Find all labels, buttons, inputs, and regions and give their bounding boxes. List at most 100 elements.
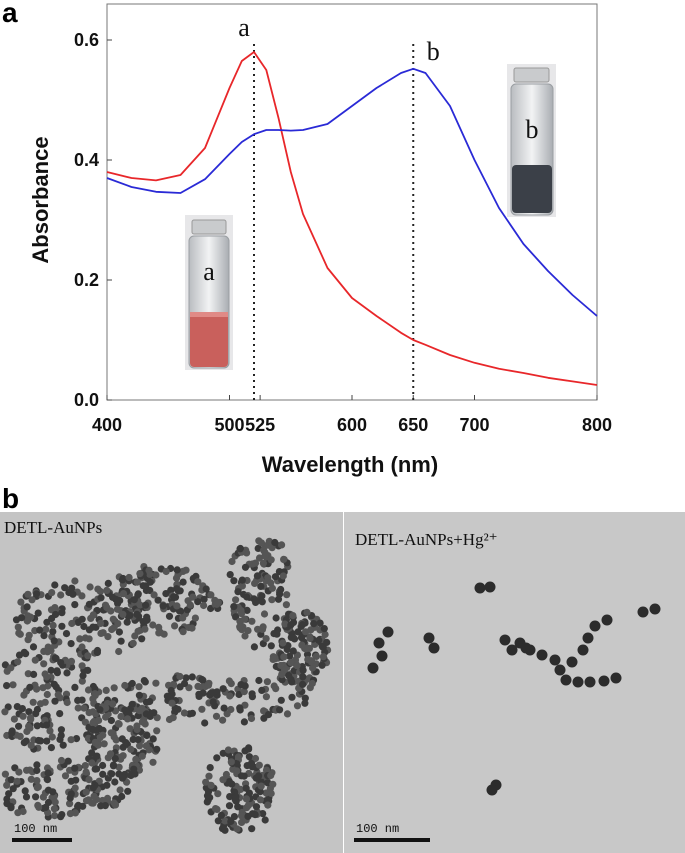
particle: [126, 611, 134, 620]
x-tick-label: 600: [337, 415, 367, 435]
particle: [71, 764, 79, 772]
particle: [267, 789, 275, 798]
particle: [58, 622, 66, 630]
particle: [267, 579, 275, 587]
particle: [278, 671, 286, 679]
particle: [71, 683, 79, 692]
particle: [261, 548, 269, 557]
particle: [79, 672, 87, 680]
particle: [7, 664, 15, 672]
particle: [308, 679, 316, 688]
particle: [57, 756, 66, 765]
particle: [280, 555, 288, 564]
particle: [227, 758, 235, 766]
particle: [53, 669, 62, 677]
particle: [323, 638, 331, 647]
particle: [51, 654, 60, 662]
particle: [115, 628, 123, 636]
particle: [301, 699, 309, 707]
particle: [141, 678, 149, 686]
x-tick-label: 700: [459, 415, 489, 435]
particle: [81, 762, 89, 770]
particle: [129, 735, 137, 744]
particle: [258, 625, 267, 634]
particle: [269, 780, 277, 788]
particle: [235, 690, 243, 699]
particle: [293, 702, 302, 710]
particle: [56, 710, 64, 718]
particle: [577, 644, 589, 656]
particle: [219, 716, 227, 724]
particle: [263, 678, 271, 686]
particle: [202, 585, 210, 593]
particle: [109, 700, 117, 708]
particle: [89, 719, 97, 727]
y-tick-label: 0.2: [74, 270, 99, 290]
particle: [259, 559, 267, 567]
particle: [88, 759, 96, 767]
particle: [33, 784, 41, 792]
particle: [241, 563, 250, 571]
particle: [85, 776, 93, 784]
particle: [214, 598, 222, 607]
particle: [245, 745, 253, 753]
particle: [289, 647, 297, 655]
particle: [80, 622, 88, 631]
particle: [84, 686, 93, 694]
particle: [95, 716, 103, 725]
particle: [27, 775, 35, 783]
particle: [121, 681, 129, 690]
particle: [237, 812, 246, 820]
particle: [42, 721, 51, 729]
particle: [44, 769, 52, 777]
particle: [153, 727, 161, 735]
x-tick-label: 800: [582, 415, 612, 435]
particle: [152, 571, 160, 579]
particle: [219, 685, 227, 693]
particle: [255, 554, 264, 562]
particle: [179, 628, 187, 636]
particle: [71, 784, 79, 792]
particle: [200, 601, 208, 610]
particle: [589, 620, 601, 632]
particle: [78, 696, 86, 704]
particle: [89, 611, 97, 619]
particle: [40, 660, 48, 668]
particle: [117, 637, 125, 645]
particle: [257, 582, 265, 591]
particle: [194, 598, 202, 606]
particle: [9, 681, 17, 689]
particle: [163, 692, 171, 700]
particle: [177, 607, 185, 615]
particle: [67, 736, 75, 744]
particle: [89, 695, 97, 703]
particle: [51, 604, 59, 612]
particle: [184, 597, 192, 605]
particle: [520, 642, 532, 654]
particle: [273, 630, 281, 638]
particle: [315, 636, 323, 644]
particle: [241, 615, 249, 623]
particle: [57, 726, 65, 734]
particle: [129, 639, 137, 647]
particle: [47, 666, 55, 675]
particle: [232, 596, 240, 604]
particle: [228, 557, 236, 566]
particle: [71, 601, 79, 609]
particle: [109, 593, 117, 601]
particle: [28, 596, 36, 604]
particle: [267, 556, 275, 564]
particle: [51, 812, 59, 820]
particle: [135, 683, 143, 691]
particle: [22, 737, 30, 745]
particle: [43, 618, 51, 626]
particle: [257, 539, 265, 547]
particle: [124, 715, 132, 723]
particle: [176, 672, 184, 681]
particle: [248, 617, 256, 625]
particle: [145, 746, 153, 754]
panel-label: a: [2, 0, 18, 28]
particle: [9, 785, 17, 793]
particle: [167, 686, 175, 695]
particle: [102, 704, 110, 712]
